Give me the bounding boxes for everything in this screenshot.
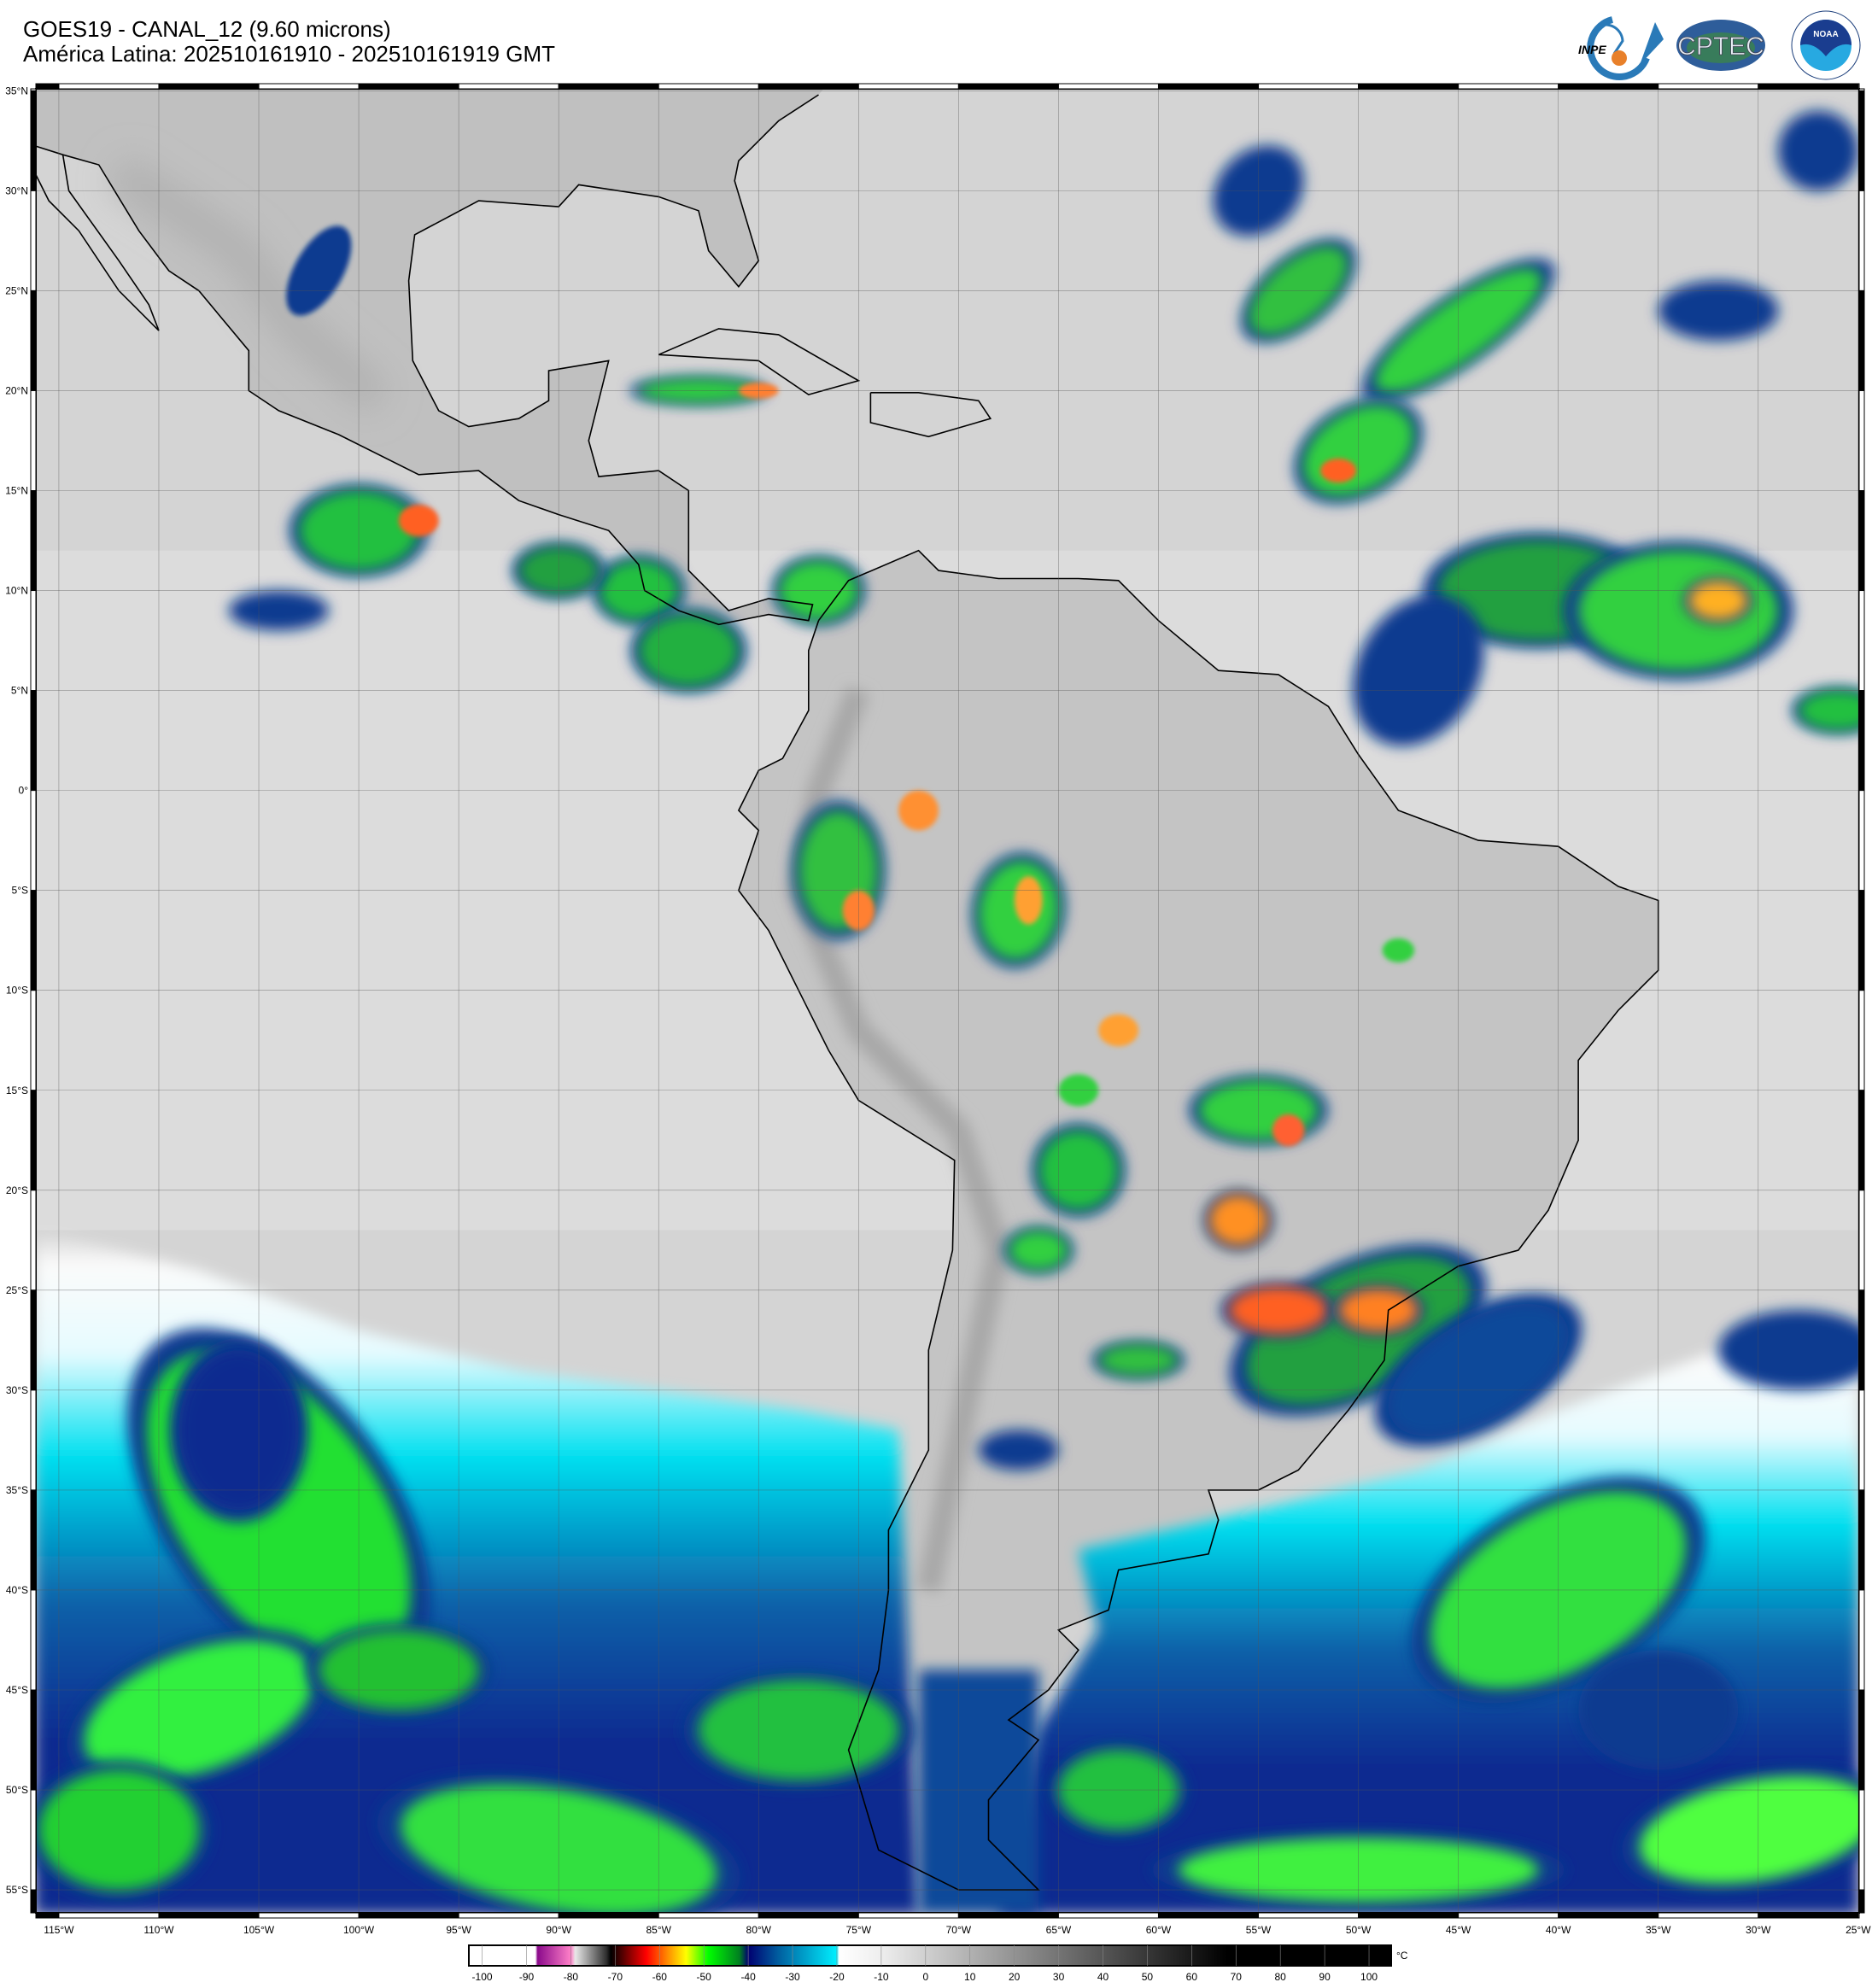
noaa-logo: NOAA: [1791, 10, 1861, 80]
lat-label: 20°S: [6, 1184, 28, 1196]
lat-label: 30°N: [5, 184, 28, 196]
lat-label: 25°S: [6, 1284, 28, 1296]
colorbar-tick-label: 90: [1319, 1971, 1331, 1983]
graticule: [36, 89, 1859, 1913]
lon-label: 115°W: [44, 1924, 74, 1936]
lat-label: 30°S: [6, 1384, 28, 1396]
colorbar-tick-label: -30: [785, 1971, 800, 1983]
lon-label: 65°W: [1046, 1924, 1072, 1936]
colorbar-tick-label: -10: [874, 1971, 889, 1983]
lat-label: 15°N: [5, 485, 28, 497]
colorbar-tick-label: 60: [1186, 1971, 1198, 1983]
colorbar-tick-label: 0: [922, 1971, 928, 1983]
title-line-2: América Latina: 202510161910 - 202510161…: [23, 41, 555, 67]
colorbar-tick-label: -90: [519, 1971, 535, 1983]
colorbar-tick-label: 70: [1231, 1971, 1243, 1983]
lat-label: 45°S: [6, 1684, 28, 1696]
colorbar-tick-label: -40: [740, 1971, 756, 1983]
lat-label: 0°: [19, 785, 29, 797]
colorbar-tick-label: 30: [1053, 1971, 1065, 1983]
cptec-logo-text: CPTEC: [1677, 32, 1764, 61]
lon-label: 55°W: [1246, 1924, 1272, 1936]
lon-label: 75°W: [846, 1924, 872, 1936]
lat-label: 40°S: [6, 1584, 28, 1596]
colorbar-unit: °C: [1396, 1950, 1408, 1962]
colorbar-tick-label: -60: [652, 1971, 668, 1983]
lon-label: 50°W: [1346, 1924, 1372, 1936]
lat-label: 5°S: [12, 885, 28, 897]
colorbar-tick-label: -20: [829, 1971, 845, 1983]
lon-label: 90°W: [546, 1924, 571, 1936]
colorbar: -100 -90 -80 -70 -60 -50 -40 -30 -20 -10 0 10 20 30 40…: [468, 1944, 1408, 1983]
colorbar-gradient: [468, 1944, 1392, 1967]
colorbar-tick-label: -80: [564, 1971, 579, 1983]
lon-label: 85°W: [646, 1924, 671, 1936]
colorbar-tick-label: -100: [472, 1971, 493, 1983]
colorbar-tick-label: 10: [964, 1971, 976, 1983]
lon-label: 70°W: [946, 1924, 972, 1936]
satellite-imagery: [36, 89, 1859, 1913]
lat-label: 50°S: [6, 1784, 28, 1796]
lon-label: 105°W: [243, 1924, 275, 1936]
lat-label: 55°S: [6, 1884, 28, 1896]
inpe-logo: INPE: [1578, 16, 1664, 80]
map-frame: [30, 83, 1865, 1919]
lon-label: 35°W: [1646, 1924, 1671, 1936]
lon-label: 110°W: [143, 1924, 174, 1936]
colorbar-tick-label: 80: [1275, 1971, 1287, 1983]
lon-label: 80°W: [746, 1924, 772, 1936]
lat-label: 5°N: [11, 685, 28, 697]
lon-label: 95°W: [446, 1924, 471, 1936]
lat-label: 25°N: [5, 284, 28, 296]
lon-label: 25°W: [1846, 1924, 1871, 1936]
colorbar-tick-label: 50: [1142, 1971, 1154, 1983]
lat-label: 20°N: [5, 384, 28, 396]
lon-label: 40°W: [1546, 1924, 1571, 1936]
noaa-logo-text: NOAA: [1813, 30, 1838, 39]
lon-label: 60°W: [1146, 1924, 1172, 1936]
lat-label: 35°S: [6, 1484, 28, 1496]
axis-labels: 35°N 30°N 25°N 20°N 15°N 10°N 5°N 0° 5°S 10°S 15°S…: [5, 85, 1871, 1936]
colorbar-tick-label: 20: [1009, 1971, 1021, 1983]
cptec-logo: CPTEC: [1676, 20, 1765, 71]
lat-label: 10°S: [6, 985, 28, 997]
lon-label: 45°W: [1446, 1924, 1471, 1936]
lon-label: 100°W: [343, 1924, 375, 1936]
lon-label: 30°W: [1746, 1924, 1771, 1936]
lat-label: 10°N: [5, 585, 28, 597]
lat-label: 15°S: [6, 1085, 28, 1096]
lat-label: 35°N: [5, 85, 28, 96]
colorbar-tick-label: 40: [1097, 1971, 1109, 1983]
colorbar-tick-label: -70: [608, 1971, 623, 1983]
colorbar-tick-label: 100: [1360, 1971, 1378, 1983]
logos: INPE CPTEC NOAA: [1578, 10, 1861, 80]
colorbar-tick-label: -50: [697, 1971, 712, 1983]
title-line-1: GOES19 - CANAL_12 (9.60 microns): [23, 16, 391, 42]
inpe-logo-text: INPE: [1578, 43, 1606, 56]
map-title: GOES19 - CANAL_12 (9.60 microns) América…: [23, 17, 555, 67]
